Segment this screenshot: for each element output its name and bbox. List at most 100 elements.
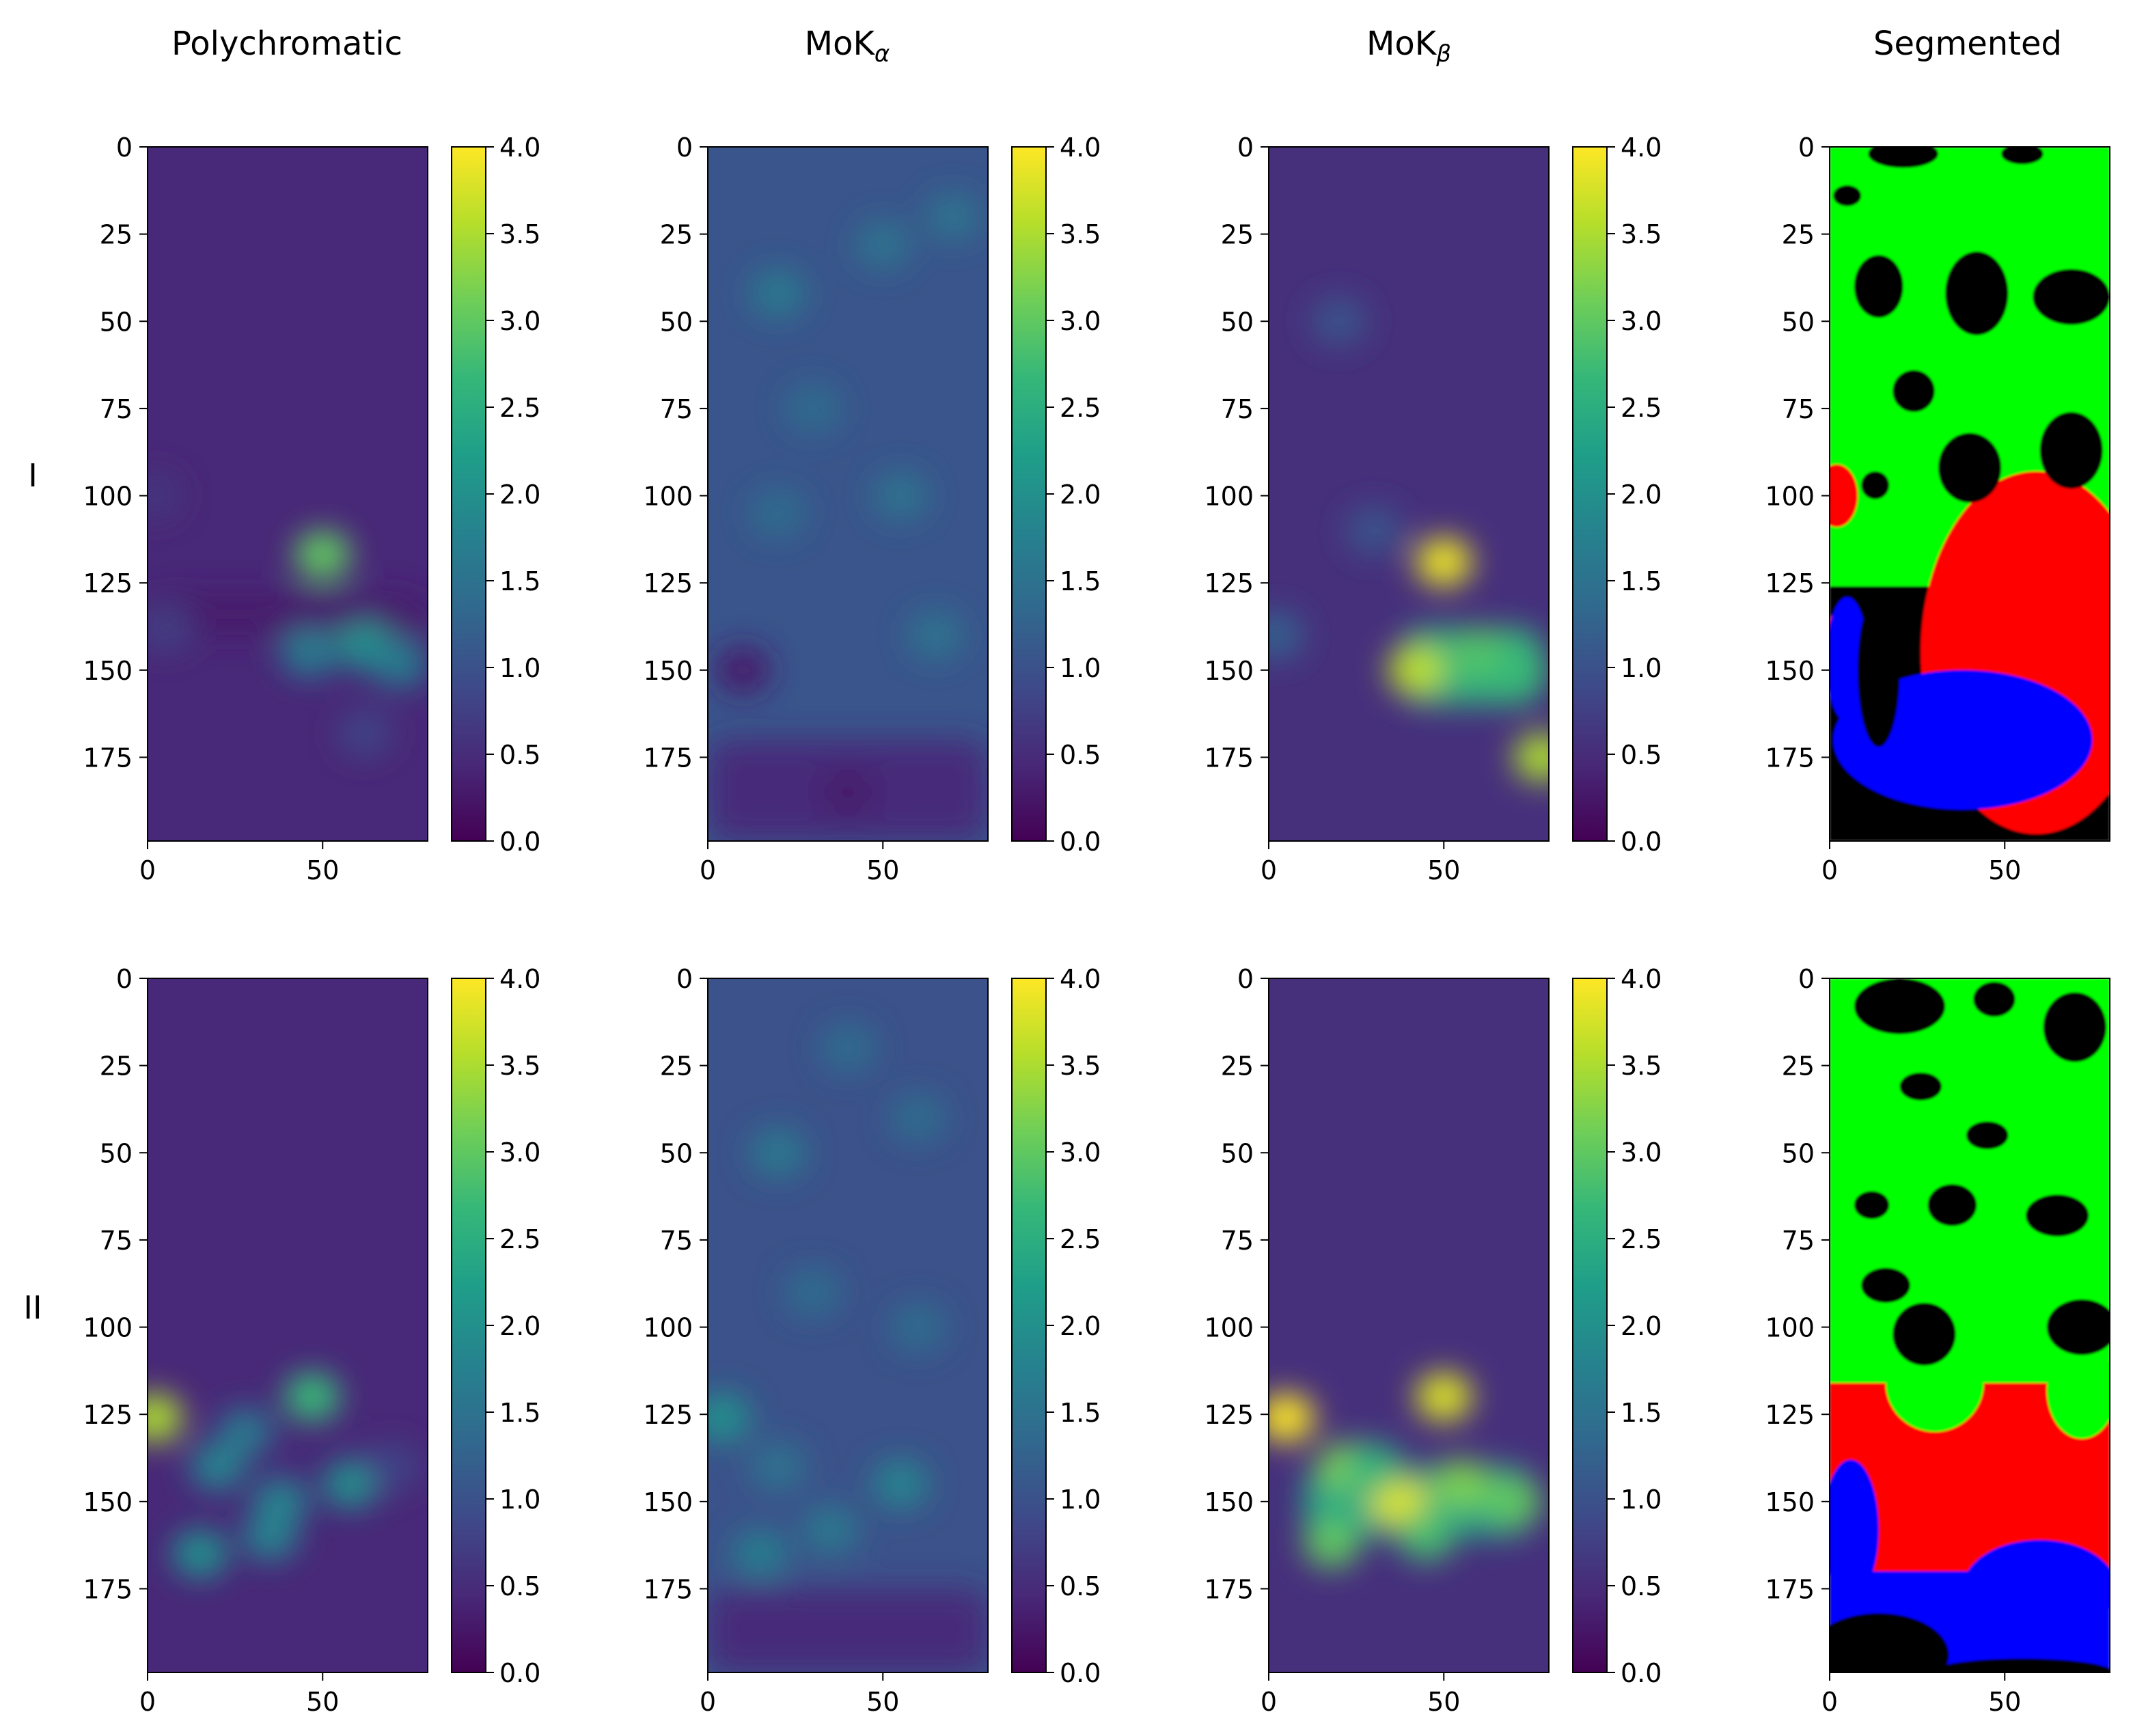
colorbar-tick-label: 1.5 — [499, 566, 540, 596]
hotspot — [749, 1442, 806, 1491]
y-tick-label: 25 — [100, 1051, 133, 1081]
segment-region — [1966, 1121, 2009, 1150]
heatmap-image — [708, 978, 988, 1672]
heatmap-image — [1269, 978, 1549, 1672]
heatmap-image — [1269, 147, 1549, 841]
y-tick-label: 100 — [1765, 482, 1815, 512]
hotspot — [1513, 732, 1549, 782]
hotspot — [802, 1504, 859, 1554]
hotspot — [749, 268, 806, 318]
hotspot — [784, 384, 841, 433]
y-tick-label: 50 — [100, 307, 133, 337]
hotspot — [1388, 646, 1444, 695]
segment-region — [1973, 982, 2015, 1017]
segment-region — [1830, 1613, 1949, 1672]
y-tick-label: 150 — [1765, 1487, 1815, 1517]
x-tick-label: 0 — [139, 855, 156, 885]
y-tick-label: 25 — [100, 220, 133, 250]
segment-region — [2046, 1299, 2110, 1355]
colorbar-tick-label: 3.5 — [1060, 219, 1101, 249]
y-tick-label: 150 — [83, 656, 133, 686]
segment-region — [1861, 1267, 1910, 1303]
colorbar-tick-label: 0.5 — [1621, 740, 1662, 770]
hotspot — [1269, 1393, 1315, 1443]
x-tick-label: 0 — [1821, 1687, 1838, 1717]
column-title-mo-k-beta: MoKβ — [1366, 25, 1451, 68]
y-tick-label: 125 — [643, 1400, 693, 1430]
segment-region — [1830, 464, 1858, 527]
y-tick-label: 150 — [83, 1487, 133, 1517]
segment-region — [1858, 593, 1900, 747]
colorbar-tick-label: 3.0 — [499, 306, 540, 336]
segment-region — [2026, 1194, 2089, 1237]
y-tick-label: 0 — [116, 133, 133, 163]
segment-region — [1861, 471, 1890, 499]
axes-frame — [707, 146, 989, 842]
segment-region — [1854, 1191, 1890, 1220]
hotspot — [1304, 1519, 1360, 1568]
x-tick-label: 50 — [1988, 1687, 2021, 1717]
panel-i-mok: 0 25 50 75 100 125 150 175 0 50 0.0 0.5 1.0 1.5 2.0 2.5… — [643, 133, 1101, 885]
y-tick-label: 0 — [1798, 964, 1815, 994]
hotspot — [242, 1512, 299, 1561]
colorbar: 0.0 0.5 1.0 1.5 2.0 2.5 3.0 3.5 4.0 — [1572, 964, 1662, 1688]
hotspot — [890, 1302, 946, 1352]
y-tick-label: 0 — [116, 964, 133, 994]
hotspot — [784, 1267, 841, 1317]
axes-frame — [1829, 978, 2110, 1673]
colorbar-tick-label: 3.0 — [1060, 1138, 1101, 1168]
colorbar-tick-label: 0.0 — [1621, 1658, 1662, 1688]
hotspot — [364, 1442, 421, 1491]
y-tick-label: 50 — [660, 307, 693, 337]
colorbar-tick-label: 4.0 — [499, 133, 540, 163]
colorbar-tick-label: 3.0 — [1621, 306, 1662, 336]
colorbar: 0.0 0.5 1.0 1.5 2.0 2.5 3.0 3.5 4.0 — [1011, 964, 1101, 1688]
column-title-segmented: Segmented — [1873, 25, 2062, 63]
y-tick-label: 75 — [100, 1226, 133, 1256]
hotspot — [890, 1093, 946, 1142]
y-tick-label: 25 — [660, 1051, 693, 1081]
y-tick-label: 50 — [100, 1138, 133, 1168]
heatmap-image — [1830, 147, 2110, 841]
y-tick-label: 75 — [660, 394, 693, 424]
y-tick-label: 50 — [660, 1138, 693, 1168]
y-tick-label: 50 — [1782, 307, 1815, 337]
y-tick-label: 175 — [1765, 743, 1815, 773]
heatmap-background — [708, 147, 988, 841]
segment-region — [1945, 251, 2009, 335]
hotspot — [372, 638, 428, 688]
y-tick-label: 125 — [643, 568, 693, 598]
segment-region — [1899, 1072, 1942, 1101]
y-tick-label: 175 — [1765, 1574, 1815, 1604]
heatmap-image — [148, 147, 428, 841]
hotspot — [1310, 297, 1367, 346]
colorbar-gradient — [1572, 978, 1608, 1673]
x-tick-label: 0 — [700, 855, 716, 885]
heatmap-image — [708, 147, 988, 841]
hotspot — [1345, 1442, 1402, 1491]
hotspot — [148, 471, 183, 521]
hotspot — [907, 611, 964, 660]
y-tick-label: 75 — [1782, 1226, 1815, 1256]
y-tick-label: 175 — [1204, 743, 1254, 773]
segment-region — [1868, 147, 1938, 168]
y-tick-label: 100 — [1204, 482, 1254, 512]
colorbar-gradient — [1011, 978, 1047, 1673]
hotspot — [1370, 1477, 1427, 1526]
heatmap-background — [1269, 147, 1549, 841]
segment-region — [1938, 432, 2002, 503]
colorbar-tick-label: 1.5 — [1060, 1398, 1101, 1428]
y-tick-label: 0 — [1237, 133, 1254, 163]
colorbar-tick-label: 0.5 — [499, 740, 540, 770]
segment-region — [1854, 255, 1903, 318]
panel-ii-polychromatic: 0 25 50 75 100 125 150 175 0 50 0.0 0.5 1.0 1.5 2.0 2.5… — [83, 964, 540, 1717]
hotspot — [855, 220, 911, 269]
colorbar-tick-label: 2.0 — [1060, 480, 1101, 510]
colorbar-tick-label: 2.0 — [1621, 1311, 1662, 1341]
colorbar-tick-label: 4.0 — [1621, 133, 1662, 163]
x-tick-label: 0 — [1261, 1687, 1277, 1717]
colorbar-tick-label: 0.5 — [1060, 1571, 1101, 1601]
y-tick-label: 0 — [1237, 964, 1254, 994]
colorbar-gradient — [451, 978, 486, 1673]
colorbar-tick-label: 1.5 — [1621, 1398, 1662, 1428]
